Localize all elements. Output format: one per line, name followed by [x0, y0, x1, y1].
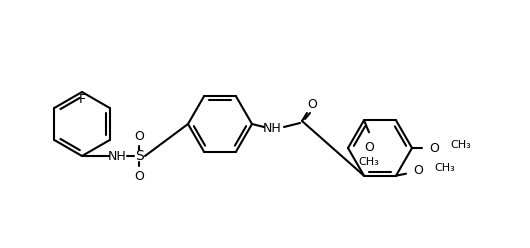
Text: CH₃: CH₃: [359, 157, 379, 167]
Text: O: O: [134, 129, 144, 143]
Text: O: O: [429, 142, 439, 155]
Text: NH: NH: [108, 150, 126, 162]
Text: CH₃: CH₃: [450, 140, 471, 150]
Text: O: O: [134, 169, 144, 183]
Text: F: F: [78, 93, 85, 106]
Text: S: S: [135, 149, 144, 163]
Text: O: O: [307, 98, 317, 112]
Text: O: O: [364, 141, 374, 154]
Text: O: O: [413, 164, 423, 177]
Text: CH₃: CH₃: [434, 163, 455, 173]
Text: NH: NH: [263, 123, 281, 135]
